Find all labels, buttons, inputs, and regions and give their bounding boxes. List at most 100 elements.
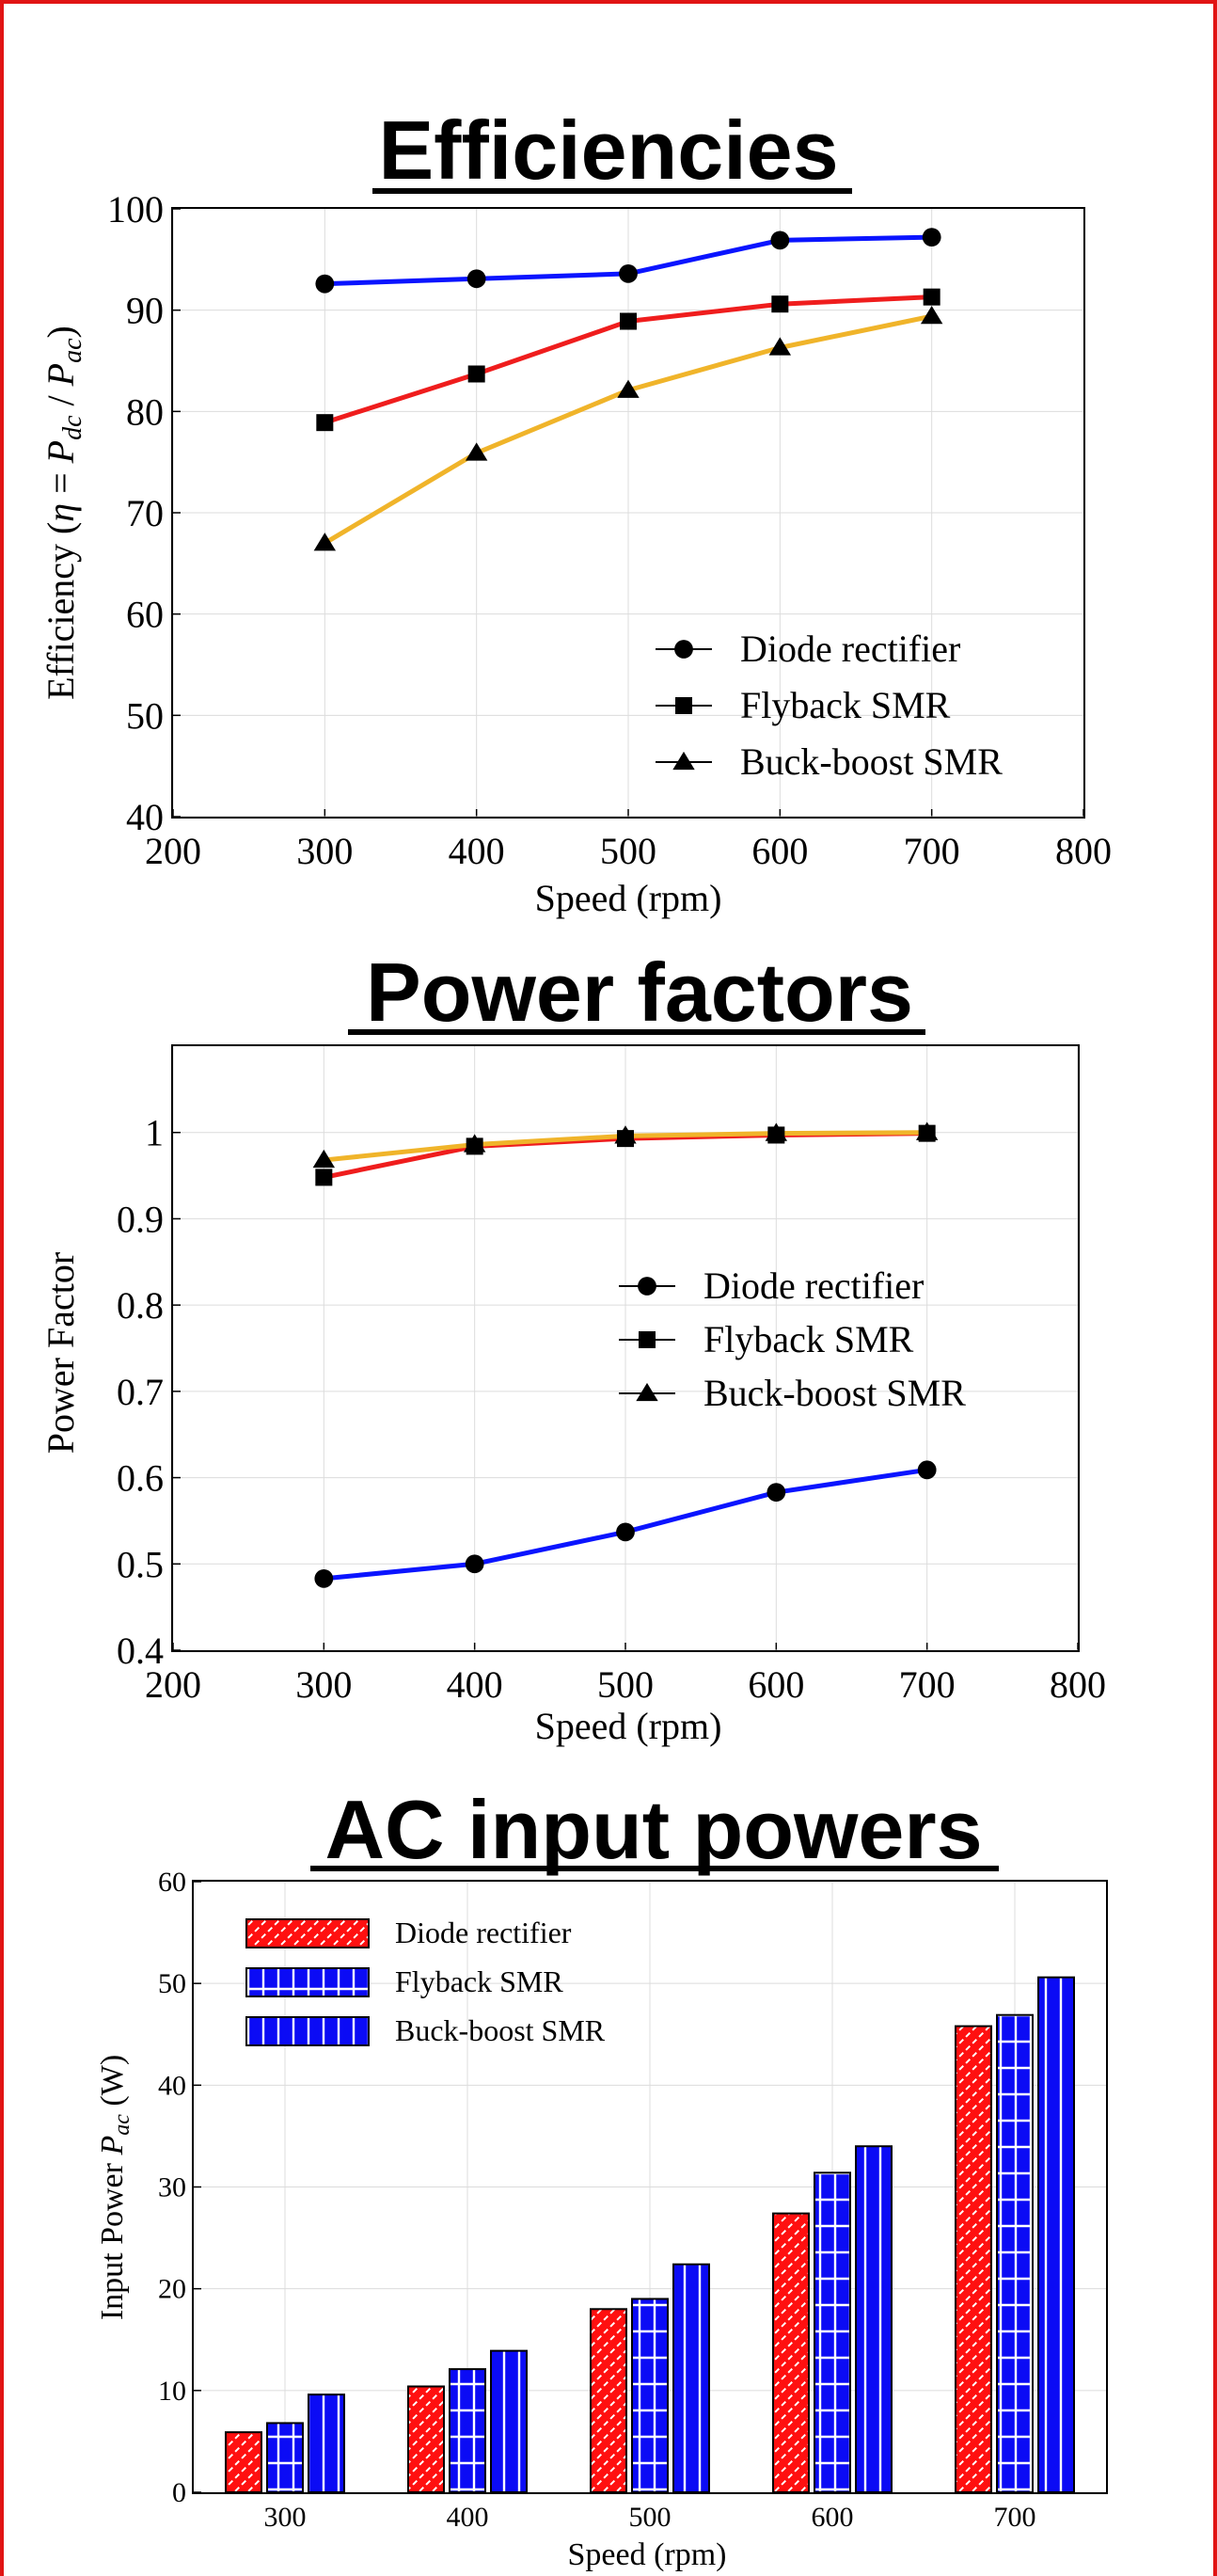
data-point	[315, 1169, 333, 1186]
title-underline	[310, 1866, 999, 1871]
legend-swatch	[245, 1967, 370, 1997]
y-tick-label: 50	[158, 1968, 186, 1999]
bar	[996, 2013, 1034, 2493]
x-tick-label: 300	[264, 2502, 307, 2533]
data-point	[465, 442, 488, 461]
legend-marker	[675, 697, 692, 714]
data-point	[315, 274, 335, 294]
data-point	[619, 264, 638, 283]
x-tick-label: 200	[145, 830, 201, 872]
y-tick-label: 70	[126, 492, 164, 534]
data-point	[765, 1122, 788, 1141]
legend: Diode rectifier Flyback SMR Buck-boost SMR	[656, 628, 1003, 783]
data-point	[466, 269, 486, 289]
bar	[955, 2025, 992, 2493]
bar	[772, 2212, 810, 2493]
x-tick-label: 700	[904, 830, 960, 872]
y-tick-label: 80	[126, 390, 164, 433]
legend-marker	[639, 1331, 656, 1348]
legend-label: Diode rectifier	[740, 628, 960, 670]
legend-label: Buck-boost SMR	[703, 1372, 966, 1414]
data-point	[915, 1121, 939, 1140]
tick-labels: 300 400 500 600 700 0 10 20 30 40 50 60	[158, 1867, 1036, 2533]
data-point	[616, 1522, 635, 1542]
y-tick-label: 0.7	[117, 1371, 164, 1413]
x-axis-label: Speed (rpm)	[535, 877, 722, 919]
legend-label: Flyback SMR	[740, 684, 951, 726]
bar	[266, 2422, 304, 2494]
plot-frame	[192, 1880, 1108, 2494]
data-point	[617, 379, 640, 398]
x-axis-label: Speed (rpm)	[535, 1705, 722, 1747]
x-tick-label: 800	[1055, 830, 1112, 872]
data-point	[614, 1125, 637, 1144]
x-tick-label: 700	[899, 1663, 956, 1706]
title-underline	[372, 188, 852, 194]
data-point	[620, 312, 637, 330]
y-axis-label: Efficiency (η = Pdc / Pac)	[40, 326, 87, 700]
y-tick-label: 90	[126, 290, 164, 332]
data-point	[312, 1149, 336, 1169]
y-tick-label: 0	[172, 2477, 186, 2508]
bar	[308, 2393, 345, 2493]
plot-frame	[171, 1044, 1080, 1652]
series-markers	[312, 1121, 939, 1588]
bar	[672, 2263, 710, 2494]
y-axis-label: Power Factor	[40, 1252, 82, 1454]
legend-label: Diode rectifier	[395, 1916, 572, 1949]
data-point	[465, 1554, 484, 1574]
x-tick-label: 500	[600, 830, 656, 872]
series-markers	[313, 228, 943, 551]
tick-labels: 200 300 400 500 600 700 800 40 50 60 70 80 90 100	[107, 188, 1112, 872]
bars	[225, 1976, 1075, 2494]
bar	[814, 2171, 851, 2494]
data-point	[920, 305, 943, 325]
x-tick-label: 500	[629, 2502, 672, 2533]
x-tick-label: 400	[447, 1663, 503, 1706]
efficiency-chart: Efficiencies 200 300 400 500 600 700 800 40 50 60…	[40, 103, 1112, 919]
data-point	[313, 533, 337, 551]
x-axis-label: Speed (rpm)	[567, 2537, 726, 2572]
data-point	[922, 228, 941, 247]
legend-swatch	[245, 1918, 370, 1948]
data-point	[467, 365, 485, 383]
x-tick-label: 200	[145, 1663, 201, 1706]
x-tick-label: 600	[812, 2502, 854, 2533]
data-point	[314, 1568, 334, 1588]
data-point	[316, 414, 334, 432]
x-tick-label: 400	[447, 2502, 489, 2533]
x-tick-label: 300	[295, 1663, 352, 1706]
x-tick-label: 300	[296, 830, 353, 872]
legend-swatch	[245, 2016, 370, 2046]
bar	[490, 2349, 528, 2494]
y-tick-label: 40	[126, 796, 164, 838]
input-power-chart: AC input powers 300 400 500 600 700 0 10 20 30 40…	[95, 1783, 1108, 2572]
y-tick-label: 60	[158, 1867, 186, 1898]
data-point	[767, 1483, 786, 1503]
bar	[855, 2145, 893, 2494]
y-tick-label: 100	[107, 188, 164, 231]
data-point	[768, 337, 792, 356]
power-factor-chart: Power factors 200 300 400 500 600 700 800 0.4 0.…	[40, 946, 1106, 1747]
y-tick-label: 0.6	[117, 1457, 164, 1500]
bar	[225, 2431, 262, 2493]
data-point	[771, 295, 789, 313]
data-point	[917, 1460, 937, 1480]
data-point	[463, 1134, 486, 1153]
chart-title: Efficiencies	[378, 103, 838, 197]
legend-marker	[638, 1277, 656, 1296]
y-tick-label: 20	[158, 2274, 186, 2305]
bar	[407, 2385, 445, 2493]
legend: Diode rectifier Flyback SMR Buck-boost SMR	[245, 1916, 606, 2047]
tick-labels: 200 300 400 500 600 700 800 0.4 0.5 0.6 0.7 0.8 0.9 1	[117, 1112, 1106, 1706]
legend-marker	[674, 640, 693, 659]
legend-label: Flyback SMR	[703, 1318, 914, 1360]
bar	[449, 2368, 486, 2494]
legend-label: Buck-boost SMR	[395, 2013, 606, 2047]
y-axis-label: Input Power Pac (W)	[95, 2055, 134, 2320]
y-tick-label: 30	[158, 2172, 186, 2203]
x-tick-label: 600	[748, 1663, 804, 1706]
data-point	[770, 231, 790, 250]
